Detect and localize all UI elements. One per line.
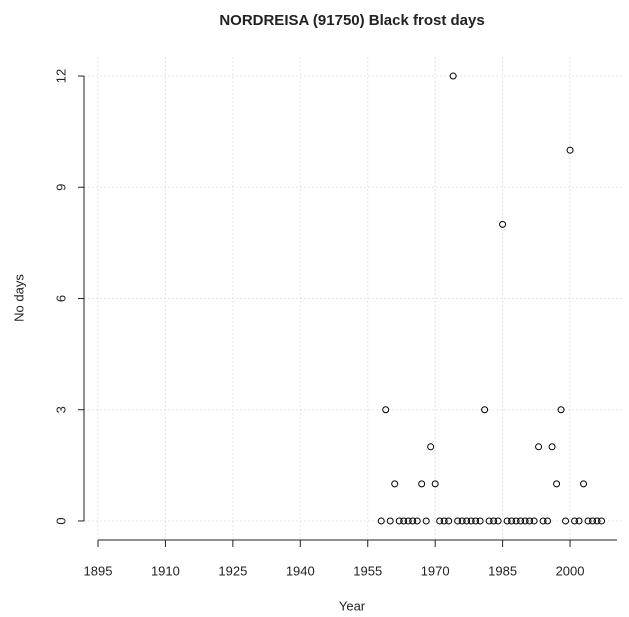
point [499,220,507,228]
points [377,72,606,525]
point [535,443,543,451]
x-axis-label: Year [339,598,366,613]
point [490,517,498,525]
point [575,517,583,525]
y-tick-label: 9 [53,184,68,191]
x-tick-label: 1940 [286,563,315,578]
point [526,517,534,525]
y-tick-label: 3 [53,406,68,413]
x-tick-label: 1910 [151,563,180,578]
axes: 0 3 6 9 12 1895 1910 1925 1940 1955 1970 1985 2000 [53,69,617,578]
point [449,72,457,80]
point [571,517,579,525]
point [413,517,421,525]
x-tick-label: 1985 [488,563,517,578]
point [598,517,606,525]
point [445,517,453,525]
point [458,517,466,525]
point [485,517,493,525]
point [544,517,552,525]
y-axis-label: No days [11,274,26,322]
point [494,517,502,525]
point [427,443,435,451]
point [436,517,444,525]
point [481,406,489,414]
point [521,517,529,525]
point [440,517,448,525]
point [395,517,403,525]
point [382,406,390,414]
y-tick-label: 6 [53,295,68,302]
x-tick-label: 1955 [353,563,382,578]
point [539,517,547,525]
point [589,517,597,525]
point [562,517,570,525]
point [566,146,574,154]
point [530,517,538,525]
x-tick-label: 1970 [421,563,450,578]
point [512,517,520,525]
point [593,517,601,525]
x-tick-label: 2000 [556,563,585,578]
point [553,480,561,488]
point [391,480,399,488]
point [431,480,439,488]
point [422,517,430,525]
point [472,517,480,525]
point [454,517,462,525]
point [503,517,511,525]
point [400,517,408,525]
point [409,517,417,525]
x-tick-label: 1895 [84,563,113,578]
point [418,480,426,488]
point [548,443,556,451]
point [508,517,516,525]
point [404,517,412,525]
point [386,517,394,525]
point [580,480,588,488]
point [476,517,484,525]
point [467,517,475,525]
y-tick-label: 12 [53,69,68,83]
point [377,517,385,525]
point [584,517,592,525]
point [557,406,565,414]
chart-title: NORDREISA (91750) Black frost days [219,12,484,29]
point [463,517,471,525]
point [517,517,525,525]
y-tick-label: 0 [53,517,68,524]
x-tick-label: 1925 [218,563,247,578]
grid [84,57,624,540]
